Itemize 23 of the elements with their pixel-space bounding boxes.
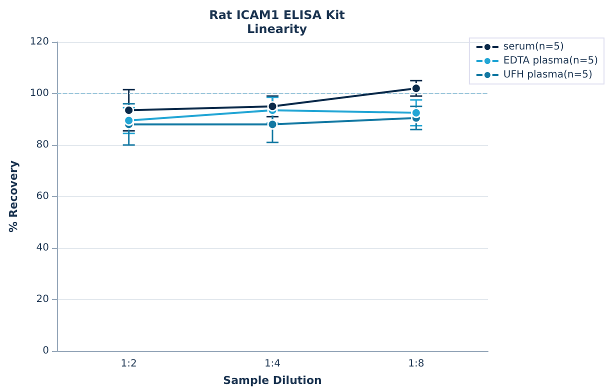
point <box>267 119 278 130</box>
y-tick-label: 0 <box>42 346 49 356</box>
point <box>410 108 422 118</box>
point <box>124 115 134 126</box>
point <box>124 104 134 116</box>
x-axis-title: Sample Dilution <box>223 374 322 387</box>
point <box>410 83 422 94</box>
chart-subtitle: Linearity <box>246 22 308 36</box>
chart-title: Rat ICAM1 ELISA Kit <box>209 8 346 22</box>
y-tick-label: 120 <box>30 36 49 48</box>
y-tick-label: 80 <box>36 140 49 150</box>
x-tick-label: 1:8 <box>408 358 424 370</box>
x-tick-label: 1:4 <box>264 358 281 370</box>
y-tick-label: 20 <box>36 294 49 305</box>
y-tick-label: 40 <box>36 242 49 254</box>
point <box>267 101 278 112</box>
y-axis-title: % Recovery <box>7 160 20 233</box>
x-tick-label: 1:2 <box>120 358 137 370</box>
legend-label: UFH plasma(n=5) <box>503 70 592 80</box>
legend-label: EDTA plasma(n=5) <box>503 56 598 66</box>
y-tick-label: 100 <box>30 88 49 99</box>
legend-label: serum(n=5) <box>503 42 564 52</box>
y-tick-label: 60 <box>36 191 49 202</box>
